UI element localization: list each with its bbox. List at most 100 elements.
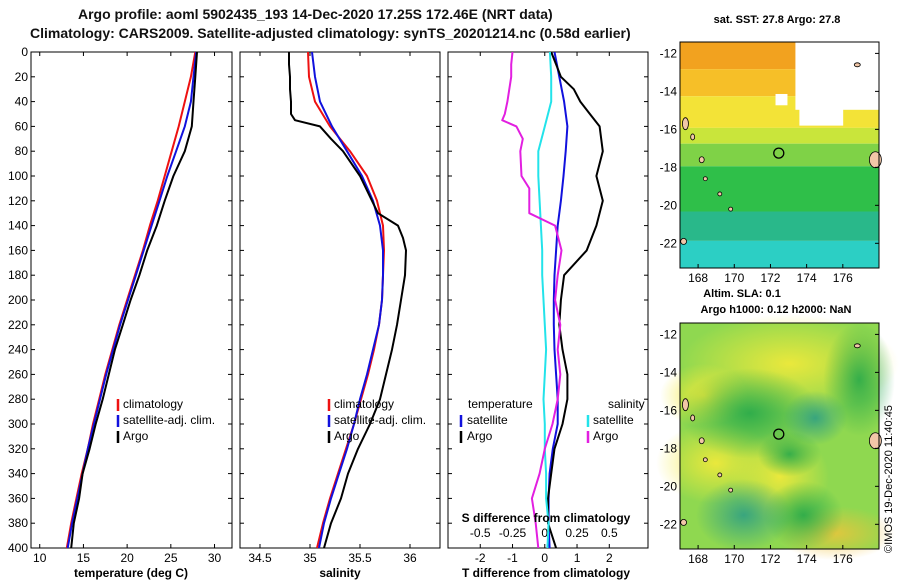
sst-map-axes: 168 170 172 174 176 -12 -14 -16 -18 -20 -22 (660, 46, 879, 285)
lon-tick-label: 172 (760, 271, 780, 285)
lat-tick-label: -20 (660, 479, 678, 493)
lat-tick-label: -22 (660, 517, 678, 531)
argo-position-marker (773, 147, 785, 159)
sst-band (680, 166, 879, 212)
depth-tick-label: 400 (8, 541, 28, 555)
island-shape (728, 487, 734, 493)
island-shape (868, 151, 882, 169)
lat-tick-label: -20 (660, 198, 678, 212)
legend-title-temperature: temperature (468, 397, 533, 411)
island-shape (690, 414, 696, 422)
sst-band (680, 143, 879, 167)
lat-tick-label: -22 (660, 236, 678, 250)
temperature-xlabel: temperature (deg C) (74, 566, 188, 580)
series-line-satellite-adj-clim- (311, 52, 384, 548)
legend-label-t-satellite: satellite (467, 413, 508, 427)
t-difference-xlabel: T difference from climatology (462, 566, 630, 580)
legend-label-climatology: climatology (123, 397, 183, 411)
depth-tick-label: 340 (8, 467, 28, 481)
depth-tick-label: 300 (8, 417, 28, 431)
lon-tick-label: 168 (688, 271, 708, 285)
island-shape (690, 133, 696, 141)
series-line-t-satellite (547, 52, 569, 548)
depth-tick-label: 200 (8, 293, 28, 307)
sla-map-frame (679, 322, 880, 550)
sla-anomaly-blob (783, 390, 848, 446)
salinity-x-axis: 34.5 35 35.5 36 (248, 52, 417, 565)
island-shape (680, 238, 688, 245)
lat-tick-label: -12 (660, 46, 678, 60)
island-shape (868, 432, 882, 450)
depth-tick-label: 380 (8, 516, 28, 530)
series-line-s-satellite (537, 52, 553, 548)
island-shape (702, 176, 708, 182)
lat-tick-label: -18 (660, 160, 678, 174)
depth-tick-label: 60 (15, 119, 29, 133)
s-tick-label: 0 (541, 526, 548, 540)
salinity-panel: 34.5 35 35.5 36 salinity climatology satell… (239, 51, 441, 580)
series-line-argo (70, 52, 198, 548)
x-tick-label: 2 (606, 551, 613, 565)
legend-label-argo: Argo (123, 429, 149, 443)
depth-tick-label: 20 (15, 70, 29, 84)
island-shape (728, 206, 734, 212)
legend-label-t-argo: Argo (467, 429, 493, 443)
cloud-mask-patch (799, 105, 844, 126)
legend-label-satellite: satellite-adj. clim. (334, 413, 426, 427)
t-difference-x-axis: -2 -1 0 1 2 (475, 52, 613, 565)
depth-tick-label: 160 (8, 243, 28, 257)
island-shape (682, 398, 689, 412)
island-shape (698, 156, 705, 164)
temperature-legend: climatology satellite-adj. clim. Argo (116, 397, 215, 443)
sst-map-title: sat. SST: 27.8 Argo: 27.8 (714, 14, 841, 26)
depth-tick-label: 120 (8, 194, 28, 208)
argo-position-marker (773, 428, 785, 440)
difference-plot-frame (447, 51, 649, 549)
depth-tick-label: 240 (8, 343, 28, 357)
cloud-mask-patch (775, 93, 788, 106)
salinity-xlabel: salinity (319, 566, 361, 580)
s-tick-label: -0.5 (470, 526, 491, 540)
lon-tick-label: 174 (797, 552, 817, 566)
x-tick-label: 0 (541, 551, 548, 565)
depth-tick-label: 280 (8, 392, 28, 406)
lon-tick-label: 172 (760, 552, 780, 566)
lat-tick-label: -18 (660, 441, 678, 455)
lon-tick-label: 168 (688, 552, 708, 566)
sla-map-axes: 168 170 172 174 176 -12 -14 -16 -18 -20 -22 (660, 327, 879, 566)
x-tick-label: -2 (475, 551, 486, 565)
x-tick-label: 35.5 (348, 551, 372, 565)
sla-map-subtitle: Argo h1000: 0.12 h2000: NaN (700, 304, 851, 316)
lat-tick-label: -16 (660, 403, 678, 417)
figure-title-line-2: Climatology: CARS2009. Satellite-adjuste… (30, 25, 631, 41)
lat-tick-label: -14 (660, 84, 678, 98)
sla-map-title: Altim. SLA: 0.1 (703, 288, 781, 300)
sla-map: Altim. SLA: 0.1 Argo h1000: 0.12 h2000: … (656, 288, 899, 566)
temperature-x-axis: 10 15 20 25 30 (33, 52, 222, 565)
depth-tick-label: 80 (15, 144, 29, 158)
sst-band (680, 211, 879, 241)
legend-label-s-satellite: satellite (593, 413, 634, 427)
s-difference-x-axis: -0.5 -0.25 0 0.25 0.5 (470, 526, 618, 540)
sst-band (680, 127, 879, 144)
depth-tick-label: 320 (8, 442, 28, 456)
salinity-depth-ticks (240, 51, 440, 549)
lat-tick-label: -16 (660, 122, 678, 136)
island-shape (717, 191, 723, 197)
island-shape (702, 457, 708, 463)
depth-tick-label: 100 (8, 169, 28, 183)
legend-title-salinity: salinity (608, 397, 645, 411)
depth-tick-label: 40 (15, 95, 29, 109)
difference-legend: temperature satellite Argo salinity sate… (459, 397, 645, 443)
legend-label-climatology: climatology (334, 397, 394, 411)
series-line-s-argo (501, 52, 563, 548)
lon-tick-label: 174 (797, 271, 817, 285)
legend-label-s-argo: Argo (593, 429, 619, 443)
depth-tick-label: 360 (8, 491, 28, 505)
difference-depth-ticks (448, 51, 648, 549)
s-difference-xlabel: S difference from climatology (462, 511, 631, 525)
s-tick-label: 0.5 (601, 526, 618, 540)
x-tick-label: 20 (120, 551, 134, 565)
temperature-panel: 0 20 40 60 80 100 120 140 160 180 200 220 240 260 280 3… (8, 45, 233, 580)
